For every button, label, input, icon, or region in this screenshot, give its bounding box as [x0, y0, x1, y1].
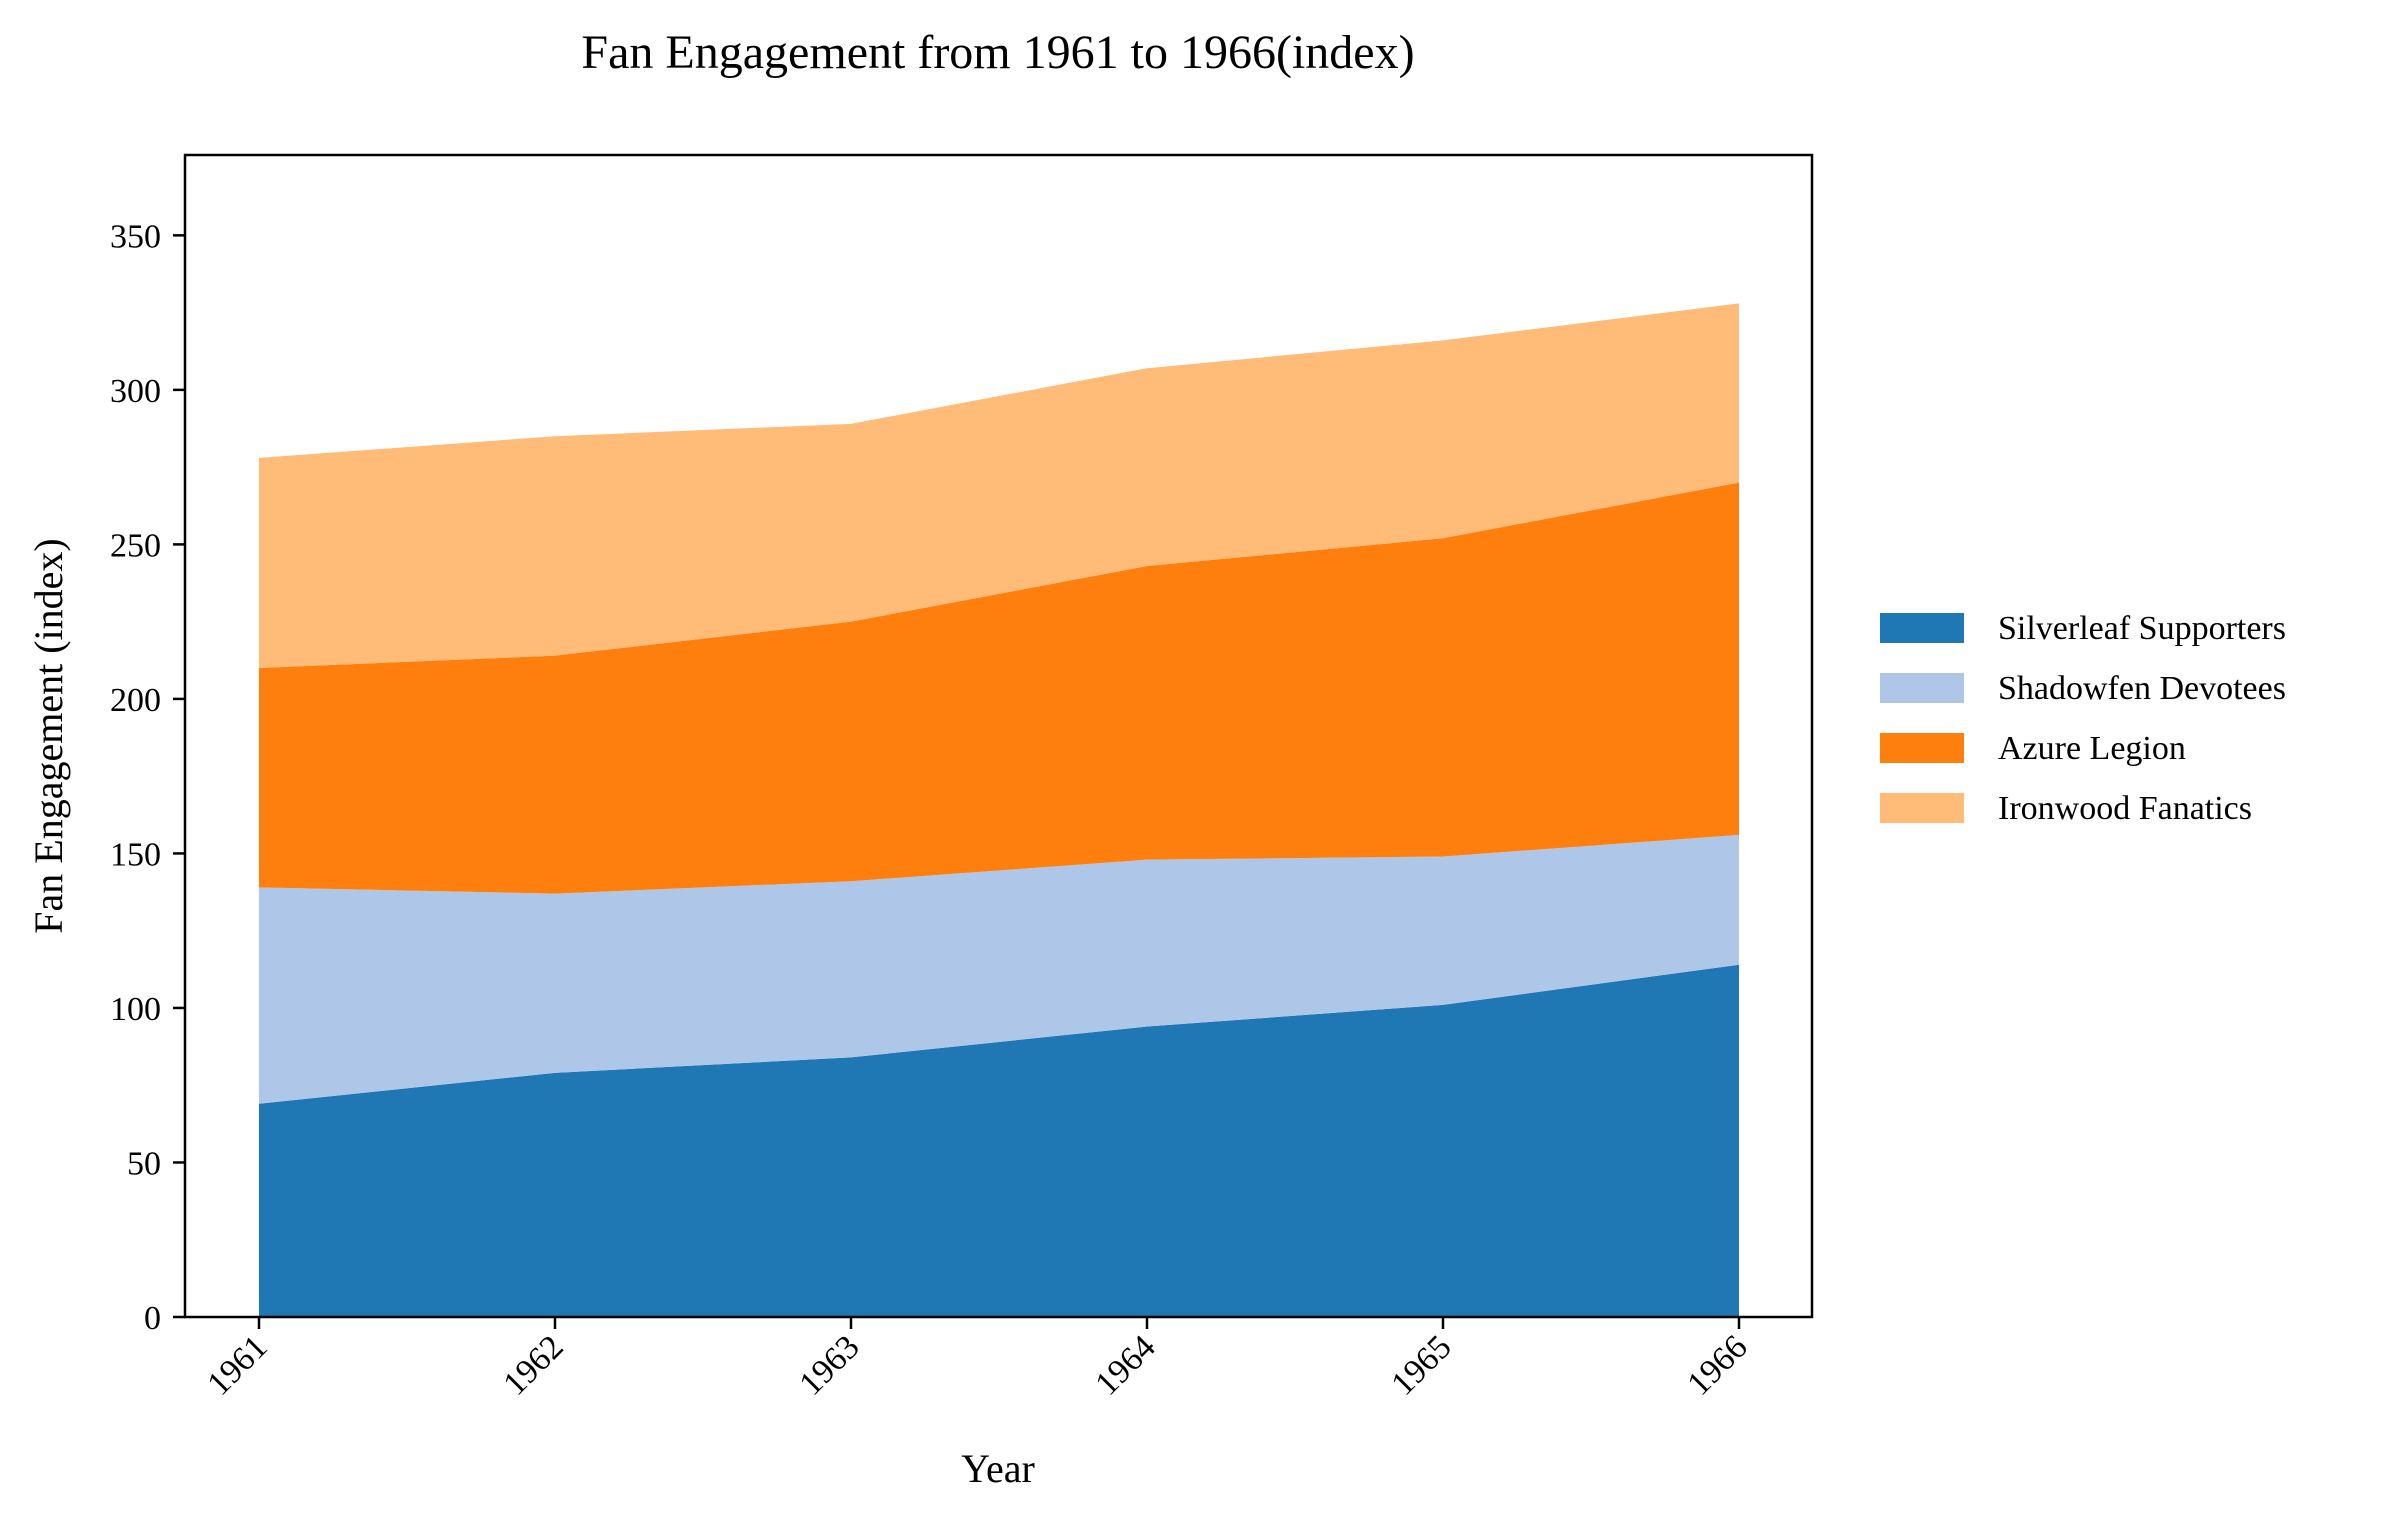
- legend-label: Silverleaf Supporters: [1998, 610, 2286, 647]
- legend: Silverleaf Supporters Shadowfen Devotees A…: [1880, 610, 2286, 827]
- area-series-4: [259, 303, 1739, 669]
- y-tick-label: 300: [110, 373, 161, 410]
- plot-frame: [183, 153, 1814, 1319]
- y-axis: 0 50 100 150 200 250 300 350: [110, 218, 185, 1337]
- legend-label: Shadowfen Devotees: [1998, 670, 2286, 707]
- legend-swatch: [1880, 793, 1964, 823]
- y-tick-label: 350: [110, 218, 161, 255]
- y-tick-label: 100: [110, 991, 161, 1028]
- x-axis-label: Year: [961, 1446, 1035, 1491]
- area-series-3: [259, 482, 1739, 894]
- legend-swatch: [1880, 733, 1964, 763]
- area-layers: [259, 303, 1739, 1317]
- legend-swatch: [1880, 673, 1964, 703]
- area-series-2: [259, 834, 1739, 1104]
- y-tick-label: 200: [110, 682, 161, 719]
- legend-label: Azure Legion: [1998, 730, 2186, 767]
- y-tick-label: 50: [127, 1145, 161, 1182]
- legend-swatch: [1880, 613, 1964, 643]
- legend-label: Ironwood Fanatics: [1998, 790, 2252, 827]
- y-tick-label: 150: [110, 836, 161, 873]
- y-tick-label: 0: [144, 1300, 161, 1337]
- area-series-1: [259, 964, 1739, 1317]
- chart-title: Fan Engagement from 1961 to 1966(index): [581, 26, 1414, 79]
- y-tick-label: 250: [110, 527, 161, 564]
- y-axis-label: Fan Engagement (index): [26, 538, 71, 933]
